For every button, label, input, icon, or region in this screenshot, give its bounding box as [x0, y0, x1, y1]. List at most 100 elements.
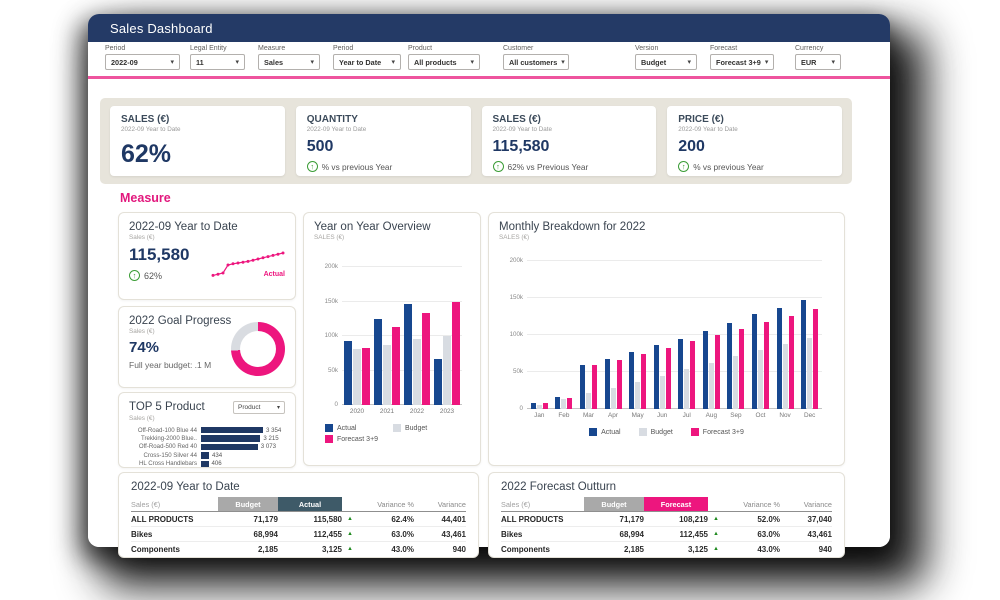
bar-budget	[708, 363, 714, 409]
legend-swatch	[589, 428, 598, 436]
x-tick-label: 2021	[379, 408, 395, 415]
chevron-down-icon: ▾	[470, 59, 474, 66]
monthly-x-axis: Jan Feb Mar Apr May Jun Jul Aug Sep Oct Nov Dec	[527, 412, 822, 419]
filter-label: Customer	[503, 45, 534, 52]
bar-actual	[579, 365, 585, 409]
yoy-card-title: Year on Year Overview	[314, 221, 431, 233]
ytd-card-value: 115,580	[129, 245, 190, 264]
bar-group-dec	[797, 261, 822, 409]
kpi-delta: ↑ 62% vs Previous Year	[492, 161, 646, 172]
bar-actual	[434, 359, 442, 405]
filter-group-customer: Customer All customers ▾	[503, 45, 569, 70]
top5-product-dropdown[interactable]: Product ▾	[233, 401, 285, 414]
ytd-table-title: 2022-09 Year to Date	[131, 481, 240, 493]
x-tick-label: Jun	[657, 412, 668, 419]
filter-value: All products	[414, 57, 457, 67]
filter-group-forecast: Forecast Forecast 3+9 ▾	[710, 45, 774, 70]
kpi-title: PRICE (€)	[678, 114, 724, 125]
top5-bar	[201, 452, 210, 459]
up-arrow-icon: ↑	[492, 161, 504, 172]
filter-label: Period	[105, 45, 126, 52]
bar-forecast-3+9	[690, 340, 696, 409]
filter-dropdown-forecast[interactable]: Forecast 3+9 ▾	[710, 54, 774, 70]
bar-budget	[807, 337, 813, 409]
row-name: Components	[501, 544, 550, 554]
table-header-row: Sales (€) Budget Forecast Variance % Varianc…	[501, 497, 832, 512]
bar-budget	[353, 349, 361, 405]
title-bar: Sales Dashboard	[88, 14, 890, 42]
filter-value: 11	[196, 57, 204, 67]
x-tick-label: Feb	[558, 412, 570, 419]
top5-value-label: 434	[212, 451, 223, 459]
gridline	[342, 369, 462, 371]
kpi-card-3: PRICE (€) 2022-09 Year to Date 200 ↑% vs pr…	[667, 106, 842, 176]
x-tick-label: 2023	[439, 408, 455, 415]
legend-item-forecast-3+9: Forecast 3+9	[690, 428, 744, 436]
legend-item-actual: Actual	[589, 428, 621, 436]
kpi-subtitle: 2022-09 Year to Date	[306, 126, 367, 133]
cell-budget: 68,994	[619, 529, 644, 539]
triangle-up-icon: ▲	[713, 516, 719, 523]
x-tick-label: 2022	[409, 408, 425, 415]
legend-label: Budget	[405, 424, 428, 432]
up-arrow-icon: ↑	[678, 161, 690, 172]
bar-budget	[443, 336, 451, 405]
gridline	[342, 300, 462, 302]
dashboard-content: SALES (€) 2022-09 Year to Date 62% QUANTITY…	[88, 79, 890, 558]
filter-label: Version	[635, 45, 659, 52]
cell-variance-pct: 52.0%	[757, 514, 780, 524]
goal-card-value: 74%	[129, 339, 160, 356]
legend-swatch	[638, 428, 647, 436]
table-row: ALL PRODUCTS 71,179 115,580 ▲ 62.4% 44,401	[131, 512, 466, 528]
filter-dropdown-period[interactable]: Year to Date ▾	[333, 54, 401, 70]
ytd-card-subtitle: Sales (€)	[129, 234, 155, 241]
legend-label: Forecast 3+9	[337, 435, 379, 443]
cell-value: 112,455	[313, 529, 342, 539]
filter-dropdown-currency[interactable]: EUR ▾	[795, 54, 841, 70]
column-variance-pct: Variance %	[743, 499, 780, 509]
chevron-down-icon: ▾	[310, 59, 314, 66]
bar-budget	[413, 339, 421, 405]
x-tick-label: Apr	[608, 412, 618, 419]
filter-group-legal-entity: Legal Entity 11 ▾	[190, 45, 245, 70]
cell-variance: 940	[452, 544, 466, 554]
filter-label: Measure	[258, 45, 286, 52]
up-arrow-icon: ↑	[306, 161, 318, 172]
bar-actual	[776, 308, 782, 409]
filter-dropdown-product[interactable]: All products ▾	[408, 54, 480, 70]
table-measure-label: Sales (€)	[131, 499, 161, 509]
filter-label: Forecast	[710, 45, 738, 52]
filter-dropdown-version[interactable]: Budget ▾	[635, 54, 697, 70]
bar-actual	[404, 303, 412, 405]
cell-variance-pct: 63.0%	[391, 529, 414, 539]
legend-swatch	[393, 424, 401, 432]
filter-dropdown-measure[interactable]: Sales ▾	[258, 54, 320, 70]
up-arrow-icon: ↑	[129, 270, 140, 281]
filter-dropdown-customer[interactable]: All customers ▾	[503, 54, 569, 70]
bar-budget	[635, 381, 641, 409]
column-chip-budget: Budget	[584, 497, 644, 511]
filter-group-measure: Measure Sales ▾	[258, 45, 320, 70]
top5-value-label: 3 073	[260, 443, 277, 451]
filter-dropdown-legal-entity[interactable]: 11 ▾	[190, 54, 245, 70]
column-variance-pct: Variance %	[377, 499, 414, 509]
filter-group-product: Product All products ▾	[408, 45, 480, 70]
table-row: Bikes 68,994 112,455 ▲ 63.0% 43,461	[131, 527, 466, 543]
yoy-card: Year on Year Overview SALES (€) 0 50k 100k…	[303, 212, 481, 466]
chevron-down-icon: ▾	[235, 59, 239, 66]
bar-actual	[653, 345, 659, 409]
legend-label: Actual	[337, 424, 357, 432]
bar-group-2022	[402, 267, 432, 405]
bar-budget	[659, 375, 665, 409]
bar-budget	[782, 343, 788, 409]
kpi-delta-text: 62% vs Previous Year	[507, 161, 589, 172]
kpi-delta: ↑% vs previous Year	[678, 161, 831, 172]
bar-budget	[561, 399, 567, 409]
filter-dropdown-period[interactable]: 2022-09 ▾	[105, 54, 180, 70]
legend-item-forecast-3+9: Forecast 3+9	[325, 435, 391, 443]
kpi-title: SALES (€)	[492, 114, 541, 125]
bar-actual	[629, 352, 635, 409]
cell-variance: 43,461	[807, 529, 832, 539]
bar-group-2023	[432, 267, 462, 405]
legend-swatch	[325, 424, 333, 432]
